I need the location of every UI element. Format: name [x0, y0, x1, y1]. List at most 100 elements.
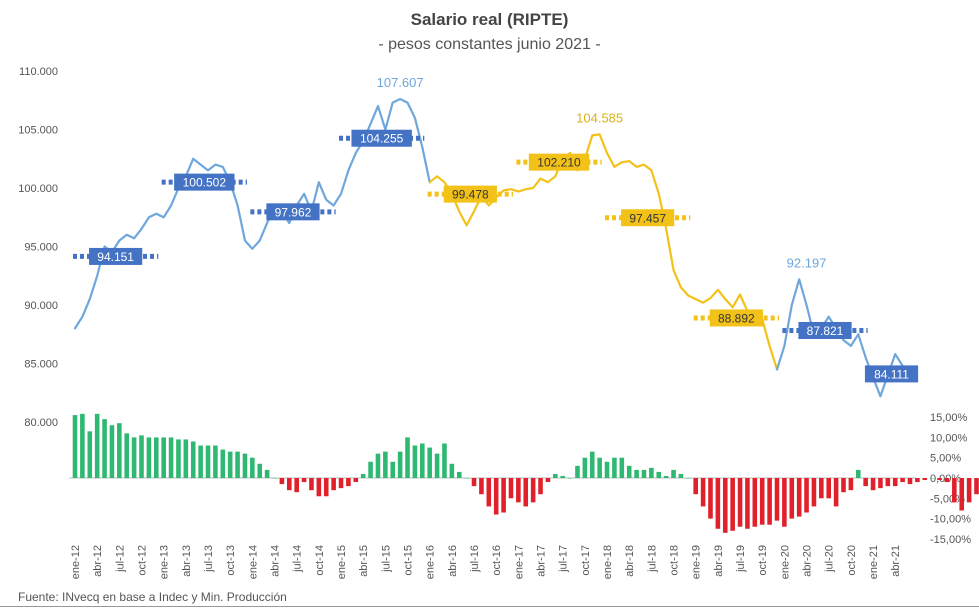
yoy-bar-positive: [442, 443, 447, 478]
x-tick-label: ene-20: [779, 545, 791, 579]
yoy-bar-negative: [819, 478, 824, 499]
yoy-bar-negative: [501, 478, 506, 513]
period-average-box: [528, 153, 590, 171]
yoy-bar-positive: [612, 457, 617, 478]
x-tick-label: ene-13: [159, 545, 171, 579]
yoy-bar-positive: [242, 453, 248, 478]
yoy-bar-positive: [553, 473, 558, 478]
period-average-box: [443, 185, 497, 203]
period-average-label: 100.502: [183, 176, 227, 190]
salary-line-segment: [73, 97, 431, 330]
yoy-bar-negative: [952, 478, 957, 503]
yoy-bar-positive: [168, 437, 174, 478]
x-tick-label: jul-15: [380, 545, 392, 573]
x-tick-label: oct-16: [491, 545, 503, 576]
yoy-bar-negative: [279, 478, 285, 485]
x-tick-label: abr-18: [624, 545, 636, 577]
yoy-bar-positive: [360, 473, 366, 478]
yoy-bar-negative: [848, 478, 854, 491]
yoy-bar-positive: [663, 475, 669, 478]
x-tick-label: jul-14: [292, 545, 304, 573]
x-tick-label: jul-13: [203, 545, 215, 573]
x-tick-label: abr-13: [181, 545, 193, 577]
yoy-bar-negative: [479, 478, 484, 495]
yoy-bar-negative: [722, 478, 728, 533]
yoy-bar-positive: [560, 475, 565, 478]
yoy-bar-negative: [338, 478, 344, 489]
yoy-bar-negative: [937, 478, 942, 481]
yoy-bar-positive: [264, 469, 270, 478]
yoy-bar-positive: [589, 451, 595, 478]
yoy-bar-negative: [774, 478, 780, 521]
bottom-divider: [0, 606, 979, 607]
x-tick-label: ene-15: [336, 545, 348, 579]
peak-annotation: 92.197: [787, 255, 827, 270]
x-tick-label: abr-19: [713, 545, 725, 577]
x-tick-label: jul-20: [824, 545, 836, 573]
yoy-bar-positive: [390, 461, 396, 478]
yoy-bar-negative: [301, 478, 307, 483]
yoy-bar-negative: [759, 478, 765, 525]
yoy-bar-positive: [427, 447, 432, 478]
yoy-bar-positive: [686, 478, 691, 479]
yoy-bar-negative: [900, 478, 905, 483]
yoy-bar-negative: [915, 478, 920, 483]
yoy-bar-positive: [139, 435, 144, 478]
yoy-bar-negative: [545, 478, 551, 483]
period-average-label: 94.151: [97, 250, 134, 264]
x-tick-label: oct-20: [846, 545, 858, 576]
yoy-bar-positive: [80, 413, 85, 478]
period-average-label: 87.821: [807, 324, 844, 338]
x-tick-label: jul-17: [558, 545, 570, 573]
x-tick-label: abr-15: [358, 545, 370, 577]
x-tick-label: ene-16: [425, 545, 437, 579]
left-axis-tick-label: 105.000: [18, 125, 58, 137]
period-average-box: [864, 365, 919, 383]
yoy-bar-positive: [161, 437, 166, 478]
yoy-bar-positive: [153, 437, 159, 478]
yoy-bar-negative: [796, 478, 802, 517]
yoy-bar-negative: [885, 478, 891, 487]
yoy-bar-negative: [294, 478, 299, 493]
yoy-bar-negative: [789, 478, 795, 519]
x-tick-label: oct-17: [580, 545, 592, 576]
salary-line-segment: [428, 133, 779, 371]
x-tick-label: jul-18: [646, 545, 658, 573]
period-average-box: [89, 247, 143, 265]
yoy-bar-positive: [412, 445, 418, 478]
yoy-bar-negative: [974, 478, 979, 495]
x-tick-label: abr-14: [270, 545, 282, 577]
yoy-bar-negative: [516, 478, 521, 503]
period-average-label: 104.255: [360, 132, 404, 146]
yoy-bar-positive: [634, 469, 639, 478]
x-tick-label: ene-18: [602, 545, 614, 579]
yoy-bar-positive: [855, 469, 861, 478]
yoy-bar-negative: [878, 478, 883, 489]
yoy-bar-negative: [863, 478, 868, 487]
yoy-bar-positive: [456, 471, 462, 478]
yoy-bar-positive: [671, 469, 676, 478]
yoy-bar-negative: [309, 478, 314, 491]
yoy-bar-negative: [486, 478, 492, 507]
yoy-bar-positive: [94, 413, 100, 478]
yoy-bar-negative: [804, 478, 809, 513]
yoy-bar-positive: [405, 437, 410, 478]
chart-subtitle: - pesos constantes junio 2021 -: [378, 36, 601, 53]
x-tick-label: oct-18: [669, 545, 681, 576]
yoy-bar-negative: [833, 478, 839, 507]
left-axis-tick-label: 110.000: [19, 66, 58, 78]
yoy-bar-negative: [944, 478, 950, 483]
yoy-bar-positive: [213, 445, 218, 478]
right-axis-tick-label: 5,00%: [930, 453, 961, 465]
yoy-bar-negative: [752, 478, 758, 527]
period-average-label: 102.210: [537, 156, 581, 170]
yoy-bar-positive: [146, 437, 152, 478]
yoy-bar-positive: [368, 461, 373, 478]
period-average-label: 84.111: [874, 367, 909, 381]
yoy-bar-positive: [929, 478, 935, 479]
yoy-bar-positive: [117, 423, 122, 478]
yoy-bar-positive: [72, 415, 78, 478]
x-tick-label: oct-13: [225, 545, 237, 576]
x-tick-label: abr-17: [536, 545, 548, 577]
yoy-bar-positive: [383, 451, 388, 478]
